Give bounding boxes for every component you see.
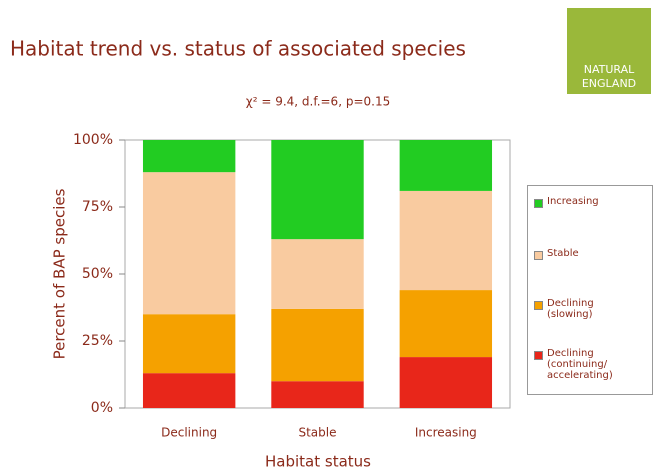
bar-segment xyxy=(399,357,493,408)
x-axis-title: Habitat status xyxy=(265,453,371,471)
bar-segment xyxy=(142,140,236,173)
bar-segment xyxy=(142,172,236,315)
x-tick-label: Stable xyxy=(298,426,336,440)
bar-segment xyxy=(271,239,364,309)
legend-swatch xyxy=(534,351,543,360)
logo-box xyxy=(567,8,651,94)
bar-segment xyxy=(271,308,364,382)
legend-swatch xyxy=(534,301,543,310)
bar-segment xyxy=(142,373,236,408)
bar-segment xyxy=(142,314,236,374)
bar-segment xyxy=(399,290,493,358)
legend: Increasing Stable Declining (slowing) Decli… xyxy=(527,185,653,395)
legend-item: Declining (continuing/ accelerating) xyxy=(534,348,646,381)
y-tick-label: 50% xyxy=(82,266,113,282)
x-tick-label: Declining xyxy=(161,426,217,440)
y-axis-title: Percent of BAP species xyxy=(51,188,69,359)
legend-item: Stable xyxy=(534,248,646,260)
y-tick-label: 75% xyxy=(82,199,113,215)
bar-segment xyxy=(271,140,364,240)
legend-label: Increasing xyxy=(547,196,599,207)
legend-label: Stable xyxy=(547,248,579,259)
subtitle: χ² = 9.4, d.f.=6, p=0.15 xyxy=(246,95,390,109)
legend-item: Declining (slowing) xyxy=(534,298,646,320)
legend-swatch xyxy=(534,251,543,260)
bar-segment xyxy=(399,140,493,191)
legend-item: Increasing xyxy=(534,196,646,208)
bar-segment xyxy=(399,190,493,291)
legend-label: Declining (slowing) xyxy=(547,298,594,320)
logo-text: NATURAL xyxy=(584,63,635,76)
y-tick-label: 0% xyxy=(91,400,113,416)
logo-text: ENGLAND xyxy=(582,77,636,90)
y-tick-label: 100% xyxy=(73,132,113,148)
chart-title: Habitat trend vs. status of associated s… xyxy=(10,37,466,61)
y-tick-label: 25% xyxy=(82,333,113,349)
bar-segment xyxy=(271,381,364,408)
legend-swatch xyxy=(534,199,543,208)
legend-label: Declining (continuing/ accelerating) xyxy=(547,348,613,381)
x-tick-label: Increasing xyxy=(415,426,477,440)
